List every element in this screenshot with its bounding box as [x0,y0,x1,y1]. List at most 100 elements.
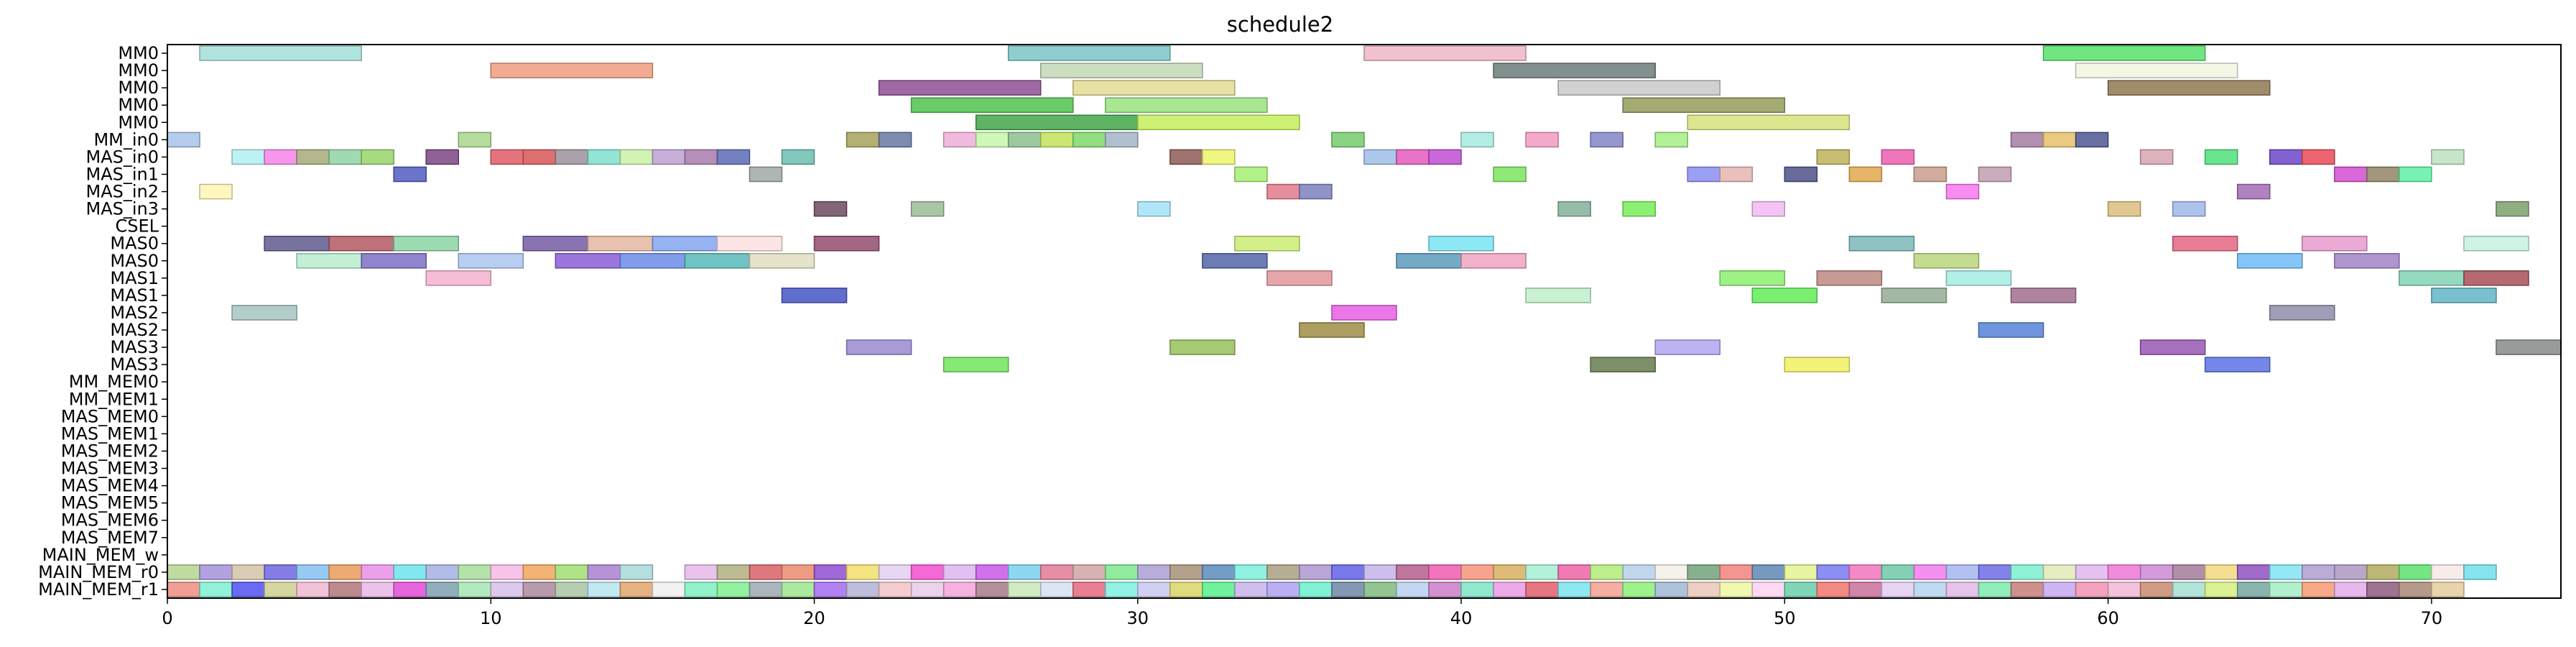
task-bar [1525,582,1559,597]
task-bar [1072,132,1106,148]
task-bar [1202,253,1268,269]
task-bar [587,149,621,165]
task-bar [813,582,848,597]
task-bar [781,149,815,165]
task-bar [490,564,524,580]
task-bar [878,132,912,148]
task-bar [1234,582,1268,597]
task-bar [1881,582,1915,597]
task-bar [2496,201,2529,217]
task-bar [264,149,297,165]
task-bar [1913,564,1947,580]
task-bar [490,63,654,78]
task-bar [1913,582,1947,597]
task-bar [1299,322,1365,338]
task-bar [1881,288,1947,303]
task-bar [1784,357,1850,372]
task-bar [1039,582,1074,597]
task-bar [2042,45,2206,61]
task-bar [231,149,265,165]
task-bar [2399,582,2432,597]
task-bar [975,564,1009,580]
y-tick-label: MAS1 [110,285,159,306]
y-tick-label: MAIN_MEM_r1 [38,579,159,600]
task-bar [2399,564,2432,580]
task-bar [458,132,492,148]
task-bar [1234,166,1268,183]
task-bar [2399,166,2432,183]
y-tick-label: MAS_MEM3 [61,459,159,479]
task-bar [1978,166,2012,183]
task-bar [2139,339,2206,355]
task-bar [1848,235,1915,252]
task-bar [296,564,330,580]
task-bar [1169,339,1236,355]
task-bar [2172,201,2206,217]
task-bar [555,564,589,580]
task-bar [1396,582,1430,597]
task-bar [167,132,200,148]
y-tick-label: MAS_in2 [85,182,159,202]
y-tick-label: MM0 [118,60,159,81]
task-bar [2172,235,2238,252]
task-bar [522,149,557,165]
task-bar [2075,63,2238,78]
task-bar [1007,582,1042,597]
task-bar [2010,582,2044,597]
y-tick-label: MAS3 [110,354,159,375]
task-bar [1039,132,1074,148]
task-bar [1590,564,1623,580]
task-bar [1331,582,1365,597]
task-bar [1396,149,1430,165]
task-bar [1622,564,1656,580]
task-bar [393,582,427,597]
task-bar [878,564,912,580]
task-bar [942,357,1009,372]
task-bar [1622,582,1656,597]
task-bar [490,582,524,597]
task-bar [2107,201,2141,217]
task-bar [1719,582,1753,597]
task-bar [522,235,589,252]
task-bar [1299,183,1333,200]
task-bar [1331,564,1365,580]
task-bar [393,235,459,252]
task-bar [1848,564,1883,580]
task-bar [1266,183,1300,200]
task-bar [2107,80,2271,96]
task-bar [1007,564,1042,580]
task-bar [1848,166,1883,183]
task-bar [684,253,751,269]
task-bar [975,132,1009,148]
task-bar [1687,166,1721,183]
chart-title: schedule2 [1227,12,1333,37]
task-bar [813,564,848,580]
task-bar [1039,63,1203,78]
task-bar [2042,564,2077,580]
task-bar [1202,564,1236,580]
task-bar [555,253,621,269]
y-tick-label: MM_MEM1 [69,389,159,409]
task-bar [1105,564,1139,580]
task-bar [1493,564,1526,580]
task-bar [619,564,654,580]
task-bar [1945,270,2012,286]
task-bar [361,582,394,597]
task-bar [2204,564,2238,580]
task-bar [393,166,427,183]
task-bar [749,253,815,269]
x-axis: 0 10 20 30 40 50 60 70 [162,598,2442,628]
task-bar [2042,582,2077,597]
task-bar [199,45,362,61]
task-bar [845,132,880,148]
task-bar [1428,235,1494,252]
task-bar [2431,288,2497,303]
y-tick-label: MAS_MEM5 [61,493,159,513]
y-tick-label: MM_in0 [93,129,159,150]
task-bar [167,582,200,597]
task-bar [1137,201,1171,217]
task-bar [1687,582,1721,597]
task-bar [716,564,751,580]
task-bar [1396,253,1462,269]
task-bar [1751,564,1786,580]
